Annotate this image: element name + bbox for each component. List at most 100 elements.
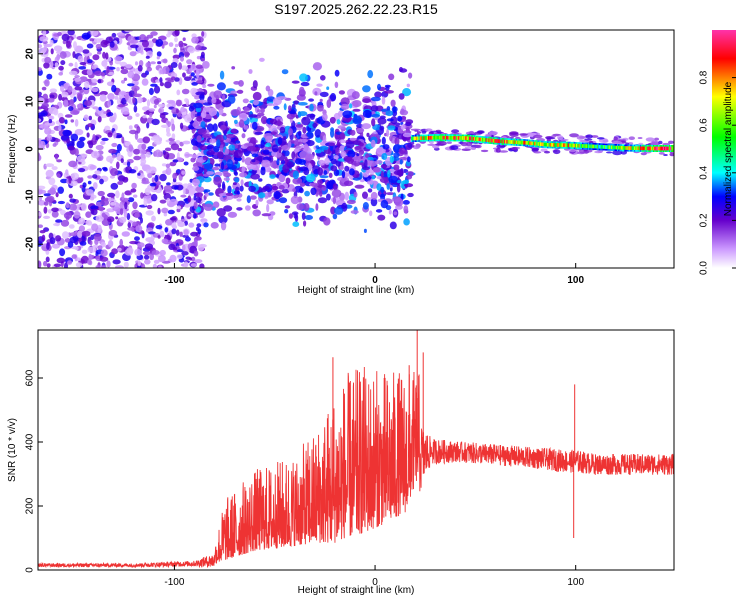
- spectrogram-cell: [216, 82, 226, 91]
- spectrogram-cell: [137, 260, 141, 267]
- spectrogram-cell: [92, 54, 100, 61]
- trace-cell-core: [436, 135, 439, 140]
- trace-cell-core: [423, 136, 426, 140]
- spectrogram-cell: [151, 177, 155, 183]
- spectrogram-cell: [180, 65, 189, 71]
- spectrogram-cell: [293, 100, 300, 105]
- spectrogram-cell: [195, 91, 206, 96]
- trace-cell-core: [555, 143, 558, 147]
- spectrogram-cell: [312, 62, 322, 71]
- spectrogram-cell: [142, 114, 147, 119]
- spectrogram-cell: [314, 91, 318, 96]
- spectrogram-cell: [184, 153, 193, 157]
- spectrogram-cell: [250, 173, 260, 180]
- spectrogram-cell: [146, 200, 151, 204]
- spectrogram-marks: [38, 30, 674, 268]
- spectrogram-cell: [222, 94, 226, 102]
- spectrogram-cell: [195, 45, 202, 51]
- trace-cell-core: [538, 142, 541, 146]
- spectrogram-cell: [663, 154, 668, 156]
- spectrogram-cell: [171, 133, 176, 139]
- spectrogram-cell: [95, 43, 102, 50]
- spectrogram-cell: [135, 61, 138, 66]
- spectrogram-cell: [354, 184, 365, 189]
- spectrogram-cell: [38, 185, 46, 190]
- trace-cell-core: [455, 136, 458, 140]
- spectrogram-cell: [193, 239, 198, 247]
- spectrogram-cell: [191, 82, 198, 86]
- spectrogram-cell: [316, 83, 323, 87]
- spectrogram-cell: [70, 110, 80, 115]
- spectrogram-cell: [402, 200, 410, 205]
- spectrogram-cell: [142, 39, 149, 48]
- trace-cell-core: [619, 145, 622, 150]
- spectrogram-cell: [49, 39, 54, 46]
- spectrogram-cell: [100, 241, 106, 248]
- spectrogram-cell: [48, 177, 56, 186]
- spectrogram-cell: [187, 46, 196, 54]
- trace-cell-core: [561, 143, 564, 147]
- trace-cell-core: [465, 136, 468, 140]
- spectrogram-cell: [103, 111, 107, 115]
- spectrogram-cell: [298, 130, 302, 137]
- spectrogram-cell: [140, 192, 144, 199]
- spectrogram-cell: [90, 150, 100, 159]
- spectrogram-cell: [172, 159, 179, 163]
- spectrogram-cell: [46, 134, 53, 142]
- spectrogram-cell: [39, 195, 42, 202]
- spectrogram-cell: [101, 212, 106, 218]
- spectrogram-cell: [64, 119, 68, 125]
- spectrogram-cell: [110, 202, 117, 206]
- spectrogram-cell: [248, 114, 258, 118]
- spectrogram-cell: [203, 163, 213, 170]
- spectrogram-cell: [323, 170, 328, 176]
- spectrogram-cell: [59, 248, 66, 257]
- spectrogram-cell: [394, 197, 404, 207]
- spectrogram-cell: [312, 122, 318, 129]
- spectrogram-cell: [159, 249, 166, 256]
- spectrogram-cell: [119, 208, 124, 216]
- spectrogram-cell: [262, 149, 270, 155]
- spectrogram-cell: [314, 149, 322, 154]
- spectrogram-cell: [116, 134, 123, 139]
- spectrogram-cell: [91, 78, 98, 84]
- trace-cell-core: [643, 146, 646, 151]
- spectrogram-cell: [55, 138, 61, 143]
- spectrogram-cell: [52, 143, 57, 147]
- spectrogram-cell: [218, 215, 228, 224]
- spectrogram-cell: [227, 94, 236, 104]
- trace-cell-core: [412, 136, 415, 141]
- spectrogram-cell: [166, 99, 176, 104]
- spectrogram-cell: [265, 135, 273, 143]
- spectrogram-cell: [233, 149, 243, 159]
- spectrogram-cell: [153, 98, 160, 105]
- trace-cell-core: [549, 143, 552, 147]
- spectrogram-cell: [381, 153, 388, 160]
- spectrogram-cell: [196, 80, 203, 84]
- trace-cell-core: [520, 140, 523, 145]
- spectrogram-cell: [322, 113, 328, 121]
- spectrogram-cell: [146, 66, 152, 72]
- trace-cell-core: [666, 146, 669, 151]
- spectrogram-cell: [290, 195, 300, 205]
- spectrogram-cell: [339, 132, 346, 140]
- trace-cell-core: [496, 139, 499, 143]
- spectrogram-cell: [171, 123, 176, 132]
- spectrogram-cell: [620, 150, 627, 155]
- trace-cell-core: [577, 143, 580, 148]
- trace-cell-core: [509, 140, 513, 144]
- trace-cell-core: [461, 136, 464, 140]
- spectrogram-cell: [304, 215, 313, 220]
- spectrogram-cell: [362, 85, 371, 93]
- spectrogram-cell: [116, 32, 126, 37]
- spectrogram-cell: [303, 143, 309, 152]
- spectrogram-cell: [181, 251, 189, 256]
- spectrogram-cell: [69, 236, 78, 244]
- spectrogram-cell: [234, 159, 238, 165]
- spectrogram-cell: [341, 170, 346, 179]
- spectrogram-cell: [370, 139, 376, 148]
- spectrogram-cell: [77, 55, 84, 63]
- trace-cell-core: [499, 139, 502, 144]
- spectrogram-cell: [127, 70, 135, 79]
- spectrogram-cell: [164, 227, 169, 233]
